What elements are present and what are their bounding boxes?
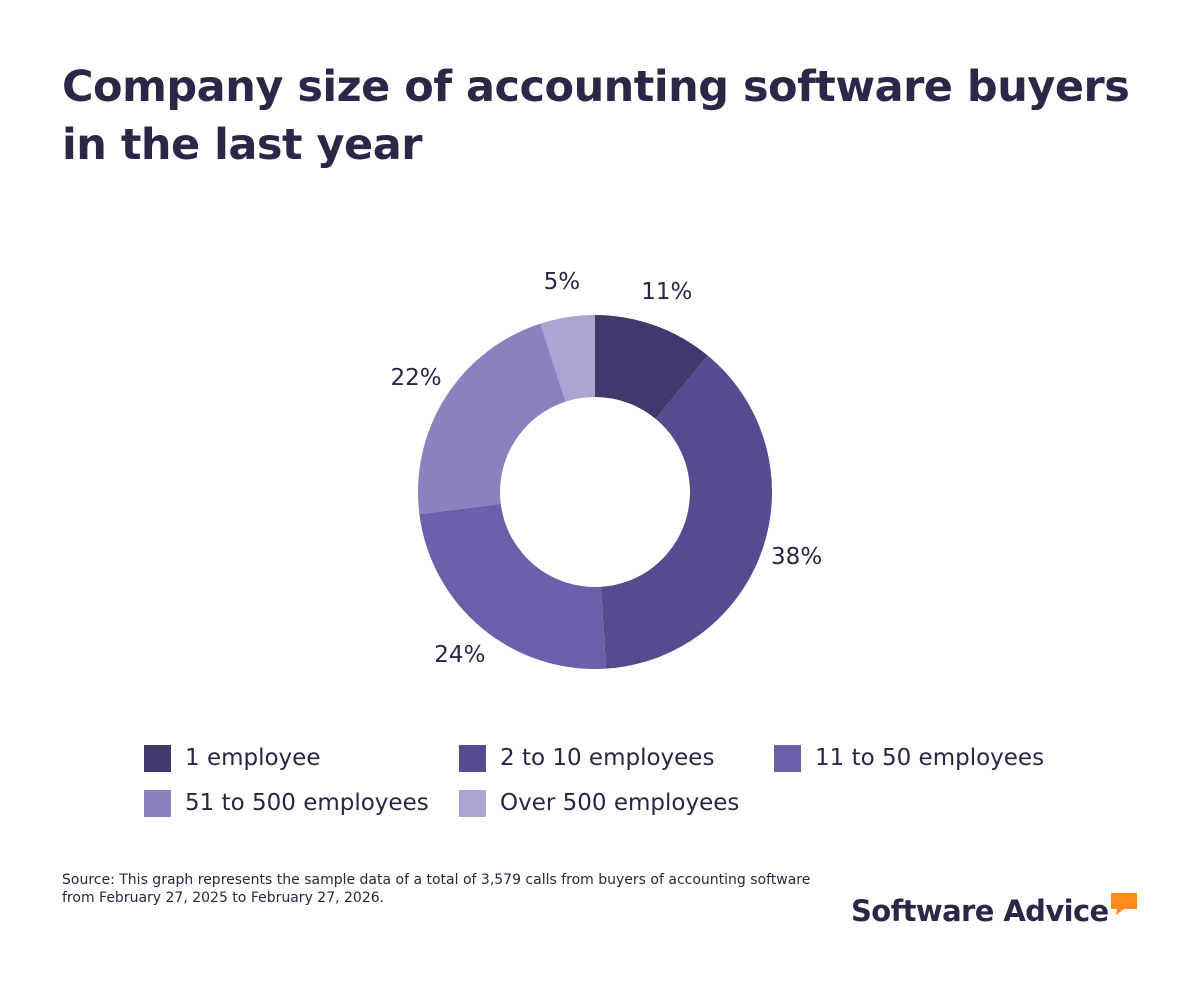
legend-swatch: [459, 744, 486, 772]
source-note: Source: This graph represents the sample…: [62, 872, 811, 906]
legend: 1 employee 2 to 10 employees 11 to 50 empl…: [144, 744, 1104, 817]
legend-item: 51 to 500 employees: [144, 789, 459, 817]
donut-slice: [595, 315, 708, 419]
donut-slice: [600, 355, 772, 669]
legend-item: Over 500 employees: [459, 789, 774, 817]
legend-swatch: [144, 744, 171, 772]
slice-data-label: 5%: [544, 269, 581, 295]
brand-name: Software Advice: [851, 894, 1109, 928]
legend-label: 1 employee: [185, 745, 321, 771]
legend-item: 1 employee: [144, 744, 459, 772]
legend-label: Over 500 employees: [500, 790, 740, 816]
legend-swatch: [774, 744, 801, 772]
slice-data-label: 22%: [390, 365, 441, 391]
donut-slice: [540, 315, 595, 402]
donut-slice: [418, 323, 566, 515]
brand-logo: Software Advice: [851, 891, 1139, 931]
donut-chart: 11% 38% 24% 22% 5%: [390, 269, 822, 669]
legend-swatch: [144, 789, 171, 817]
speech-bubble-icon: [1110, 893, 1137, 915]
slice-data-label: 24%: [434, 642, 485, 668]
legend-label: 11 to 50 employees: [815, 745, 1045, 771]
donut-slice: [419, 503, 607, 669]
slice-data-label: 38%: [771, 544, 822, 570]
chart-title: Company size of accounting software buye…: [62, 62, 1130, 170]
slice-data-label: 11%: [641, 279, 692, 305]
legend-item: 2 to 10 employees: [459, 744, 774, 772]
legend-label: 2 to 10 employees: [500, 745, 715, 771]
legend-swatch: [459, 789, 486, 817]
legend-item: 11 to 50 employees: [774, 744, 1104, 772]
legend-label: 51 to 500 employees: [185, 790, 429, 816]
